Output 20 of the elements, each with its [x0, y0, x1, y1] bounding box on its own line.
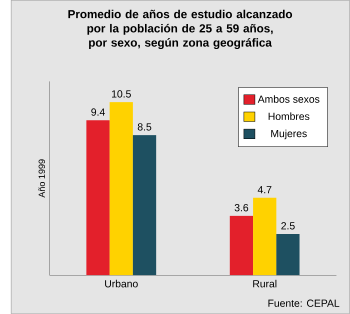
- bar: [110, 102, 133, 276]
- chart-title: Promedio de años de estudio alcanzado por la población de 25 a 59 años, por sexo, según zona geográfica: [68, 10, 292, 50]
- data-label: 10.5: [112, 90, 131, 98]
- data-label: 3.6: [234, 204, 248, 212]
- legend-label: Mujeres: [271, 130, 307, 140]
- bar: [86, 120, 110, 276]
- x-tick-label: Rural: [253, 280, 276, 288]
- y-axis-title: Año 1999: [38, 159, 45, 198]
- data-label: 2.5: [281, 222, 295, 230]
- data-label: 8.5: [138, 123, 152, 131]
- data-label: 9.4: [91, 108, 105, 116]
- bar: [132, 135, 156, 276]
- data-label: 4.7: [258, 186, 272, 194]
- bar: [230, 216, 254, 276]
- legend-label: Hombres: [268, 112, 310, 120]
- bar: [276, 234, 300, 276]
- x-tick-label: Urbano: [105, 280, 138, 288]
- source-note: Fuente: CEPAL: [268, 300, 340, 307]
- legend-label: Ambos sexos: [258, 95, 320, 103]
- bar: [253, 198, 276, 276]
